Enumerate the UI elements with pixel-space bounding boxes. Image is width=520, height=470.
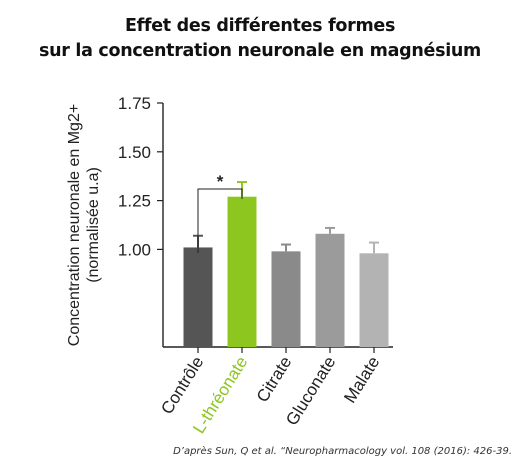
- significance-marker: *: [217, 172, 224, 191]
- chart-title-line-2: sur la concentration neuronale en magnés…: [39, 41, 481, 61]
- y-tick-label: 1.25: [118, 192, 151, 211]
- chart-title: Effet des différentes formes sur la conc…: [0, 14, 520, 64]
- y-tick-label: 1.75: [118, 94, 151, 113]
- chart-title-line-1: Effet des différentes formes: [124, 16, 396, 36]
- x-tick-label-4: Malate: [340, 353, 383, 406]
- bar-3: [315, 233, 345, 347]
- y-tick-label: 1.00: [118, 240, 151, 259]
- x-tick-label-2: Citrate: [253, 353, 296, 406]
- bar-4: [359, 253, 389, 347]
- y-tick-label: 1.50: [118, 143, 151, 162]
- y-axis-title: Concentration neuronale en Mg2+: [66, 104, 83, 346]
- bar-2: [271, 251, 301, 347]
- y-axis-subtitle: (normalisée u.a): [85, 167, 102, 283]
- bar-1: [227, 196, 257, 347]
- bar-0: [183, 247, 213, 347]
- significance-bracket: [197, 188, 243, 253]
- source-citation: D’après Sun, Q et al. “Neuropharmacology…: [173, 446, 512, 457]
